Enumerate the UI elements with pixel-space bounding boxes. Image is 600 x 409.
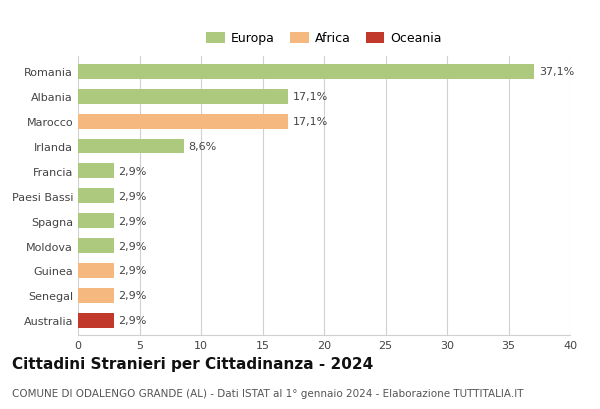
Bar: [78, 65, 535, 80]
Bar: [78, 189, 113, 204]
Text: 8,6%: 8,6%: [188, 142, 217, 152]
Bar: [78, 139, 184, 154]
Text: 17,1%: 17,1%: [293, 117, 329, 127]
Text: 2,9%: 2,9%: [119, 266, 147, 276]
Bar: [78, 115, 289, 129]
Legend: Europa, Africa, Oceania: Europa, Africa, Oceania: [201, 27, 447, 50]
Text: 2,9%: 2,9%: [119, 291, 147, 301]
Text: 17,1%: 17,1%: [293, 92, 329, 102]
Bar: [78, 213, 113, 229]
Text: 2,9%: 2,9%: [119, 166, 147, 176]
Text: 2,9%: 2,9%: [119, 216, 147, 226]
Bar: [78, 164, 113, 179]
Bar: [78, 90, 289, 104]
Bar: [78, 263, 113, 278]
Text: COMUNE DI ODALENGO GRANDE (AL) - Dati ISTAT al 1° gennaio 2024 - Elaborazione TU: COMUNE DI ODALENGO GRANDE (AL) - Dati IS…: [12, 389, 523, 398]
Bar: [78, 288, 113, 303]
Text: 2,9%: 2,9%: [119, 191, 147, 201]
Text: 2,9%: 2,9%: [119, 241, 147, 251]
Bar: [78, 238, 113, 254]
Text: 37,1%: 37,1%: [539, 67, 575, 77]
Text: 2,9%: 2,9%: [119, 315, 147, 326]
Bar: [78, 313, 113, 328]
Text: Cittadini Stranieri per Cittadinanza - 2024: Cittadini Stranieri per Cittadinanza - 2…: [12, 356, 373, 371]
